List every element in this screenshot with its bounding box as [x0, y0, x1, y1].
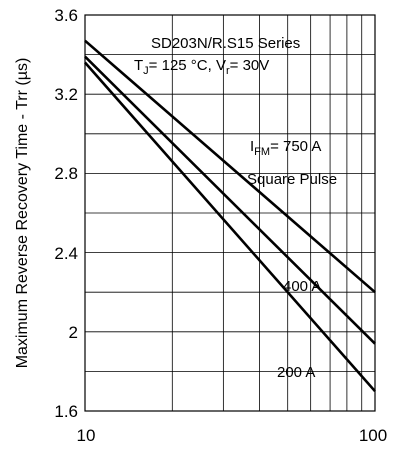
series-lines	[84, 39, 376, 393]
series-line	[84, 61, 376, 393]
conditions-text: TJ= 125 °C, Vr= 30V	[134, 57, 269, 77]
label-200a: 200 A	[277, 364, 315, 381]
x-tick-label: 100	[359, 426, 387, 445]
y-tick-label: 2.8	[54, 164, 78, 183]
series-title: SD203N/R.S15 Series	[151, 35, 300, 52]
grid	[85, 15, 375, 411]
pulse-label: Square Pulse	[247, 171, 337, 188]
y-tick-label: 3.6	[54, 6, 78, 25]
series-line	[84, 39, 376, 294]
y-tick-label: 1.6	[54, 402, 78, 421]
y-axis-label: Maximum Reverse Recovery Time - Trr (µs)	[14, 58, 31, 369]
x-tick-label: 10	[77, 426, 96, 445]
label-400a: 400 A	[283, 278, 321, 295]
ifm-label: IFM= 750 A	[250, 138, 321, 158]
series-line	[84, 55, 376, 345]
y-tick-label: 2.4	[54, 244, 78, 263]
y-tick-label: 3.2	[54, 85, 78, 104]
plot-frame	[84, 14, 376, 412]
y-tick-label: 2	[69, 323, 78, 342]
